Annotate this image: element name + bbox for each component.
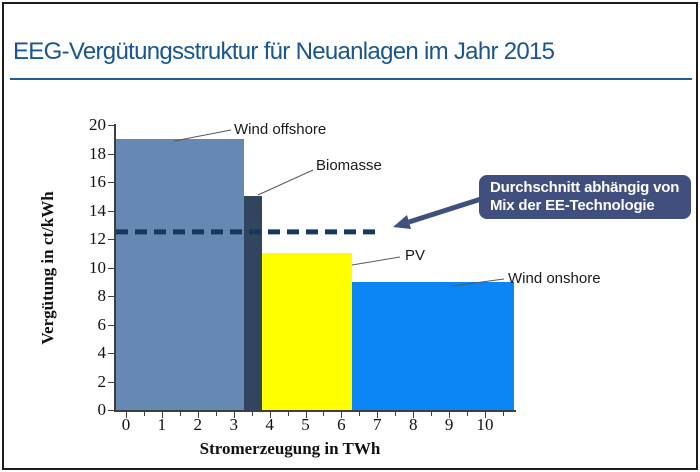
- y-tick-label: 4: [97, 343, 107, 362]
- x-tick: [502, 412, 504, 416]
- y-tick-label: 8: [97, 286, 107, 305]
- bar-pv: [262, 253, 353, 410]
- x-tick: [143, 412, 145, 416]
- x-tick: [341, 412, 343, 418]
- y-tick-label: 20: [89, 115, 106, 134]
- x-tick: [251, 412, 253, 416]
- x-tick: [431, 412, 433, 416]
- callout-box: Durchschnitt abhängig von Mix der EE-Tec…: [479, 175, 691, 219]
- x-axis-title: Stromerzeugung in TWh: [199, 439, 381, 458]
- bar-wind-onshore: [352, 281, 514, 410]
- x-axis-line: [114, 410, 516, 412]
- x-tick: [485, 412, 486, 418]
- x-tick-label: 7: [373, 415, 382, 434]
- y-tick: [108, 353, 114, 354]
- x-tick: [377, 412, 379, 418]
- y-axis-title: Vergütung in ct/kWh: [38, 191, 57, 345]
- y-tick-label: 6: [97, 314, 107, 334]
- bar-label-wind-offshore: Wind offshore: [234, 121, 327, 138]
- y-tick: [108, 381, 114, 383]
- y-axis-line: [114, 124, 116, 412]
- x-tick-label: 9: [444, 415, 454, 434]
- x-tick: [179, 412, 181, 416]
- x-tick-label: 0: [121, 415, 131, 434]
- x-tick-label: 6: [337, 415, 346, 434]
- x-tick: [233, 412, 235, 418]
- x-tick: [287, 412, 289, 416]
- title-underline-rule: [10, 78, 692, 80]
- y-tick-label: 12: [89, 229, 106, 248]
- x-tick: [197, 412, 199, 418]
- bar-label-biomasse: Biomasse: [316, 157, 382, 174]
- x-tick: [395, 412, 397, 416]
- x-tick: [126, 412, 127, 418]
- x-tick: [215, 412, 217, 416]
- y-tick: [108, 153, 114, 155]
- x-tick: [359, 412, 361, 416]
- x-tick-label: 5: [301, 415, 310, 434]
- y-tick-label: 2: [97, 371, 107, 391]
- y-tick-label: 14: [89, 200, 106, 220]
- x-tick-label: 2: [193, 415, 203, 434]
- y-tick-label: 10: [89, 257, 106, 277]
- y-tick-label: 18: [89, 143, 106, 163]
- y-tick: [108, 267, 114, 269]
- page-title: EEG-Vergütungsstruktur für Neuanlagen im…: [13, 38, 555, 65]
- y-tick: [108, 239, 114, 240]
- x-tick-label: 10: [476, 415, 494, 434]
- bar-biomasse: [244, 196, 263, 410]
- x-tick-label: 8: [408, 415, 418, 434]
- callout-text-line2: Mix der EE-Technologie: [490, 197, 655, 214]
- x-tick: [305, 412, 307, 418]
- y-tick: [108, 324, 114, 326]
- y-tick: [108, 410, 114, 411]
- y-tick: [108, 296, 114, 297]
- y-tick: [108, 182, 114, 183]
- y-tick: [108, 125, 114, 126]
- x-tick: [323, 412, 325, 416]
- x-tick: [161, 412, 163, 418]
- x-tick-label: 4: [265, 415, 274, 434]
- x-tick-label: 3: [229, 415, 238, 434]
- bar-label-pv: PV: [405, 247, 426, 264]
- x-tick: [413, 412, 415, 418]
- y-tick: [108, 210, 114, 212]
- bar-wind-offshore: [116, 139, 245, 410]
- x-tick: [269, 412, 271, 418]
- callout-text-line1: Durchschnitt abhängig von: [490, 179, 680, 196]
- y-tick-label: 16: [89, 172, 106, 191]
- x-tick: [467, 412, 469, 416]
- bar-label-wind-onshore: Wind onshore: [508, 270, 601, 287]
- x-tick-label: 1: [157, 415, 167, 434]
- x-tick: [449, 412, 451, 418]
- y-tick-label: 0: [97, 400, 107, 419]
